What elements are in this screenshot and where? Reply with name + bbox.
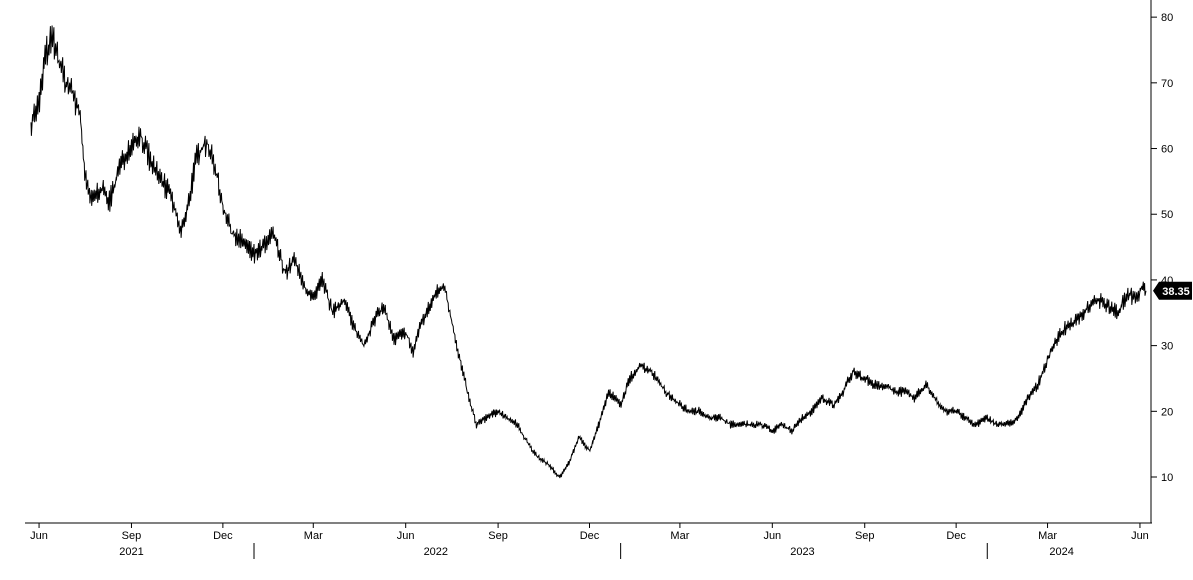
x-tick-label: Sep <box>122 530 142 542</box>
y-tick-label: 80 <box>1161 12 1173 24</box>
last-value-badge <box>1153 281 1192 300</box>
x-tick-label: Dec <box>946 530 966 542</box>
last-value-label: 38.35 <box>1162 286 1190 298</box>
plot-area <box>30 25 1147 479</box>
x-tick-label: Dec <box>213 530 233 542</box>
x-year-label: 2021 <box>119 546 143 558</box>
x-year-label: 2022 <box>424 546 448 558</box>
x-tick-label: Jun <box>1131 530 1149 542</box>
y-tick-label: 50 <box>1161 209 1173 221</box>
x-tick-label: Sep <box>488 530 508 542</box>
y-tick-label: 10 <box>1161 472 1173 484</box>
y-tick-label: 70 <box>1161 78 1173 90</box>
y-tick-label: 20 <box>1161 406 1173 418</box>
x-year-label: 2024 <box>1049 546 1073 558</box>
x-tick-label: Mar <box>304 530 323 542</box>
y-tick-label: 60 <box>1161 144 1173 156</box>
y-tick-label: 30 <box>1161 341 1173 353</box>
x-tick-label: Jun <box>30 530 48 542</box>
x-tick-label: Sep <box>855 530 875 542</box>
x-tick-label: Mar <box>670 530 689 542</box>
x-tick-label: Dec <box>580 530 600 542</box>
x-year-label: 2023 <box>790 546 814 558</box>
x-tick-label: Jun <box>763 530 781 542</box>
x-tick-label: Mar <box>1038 530 1057 542</box>
price-line <box>30 25 1147 479</box>
x-tick-label: Jun <box>397 530 415 542</box>
